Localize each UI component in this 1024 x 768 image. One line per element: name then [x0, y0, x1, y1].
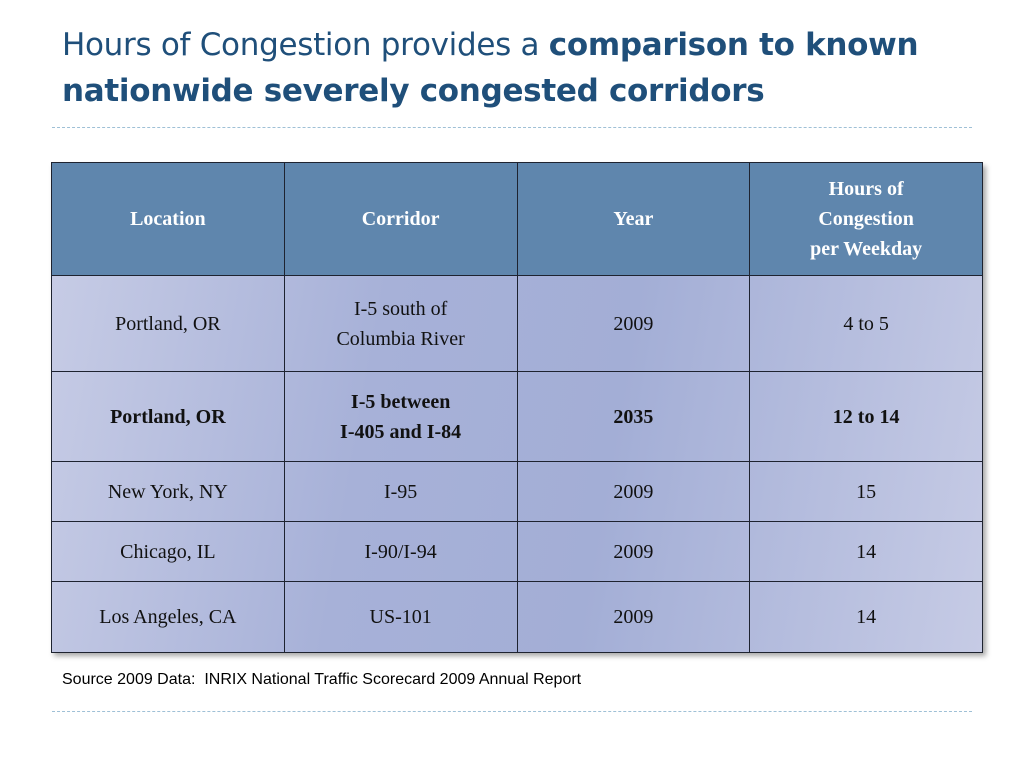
cell-location: Portland, OR: [51, 371, 285, 462]
slide-title: Hours of Congestion provides a compariso…: [62, 22, 982, 114]
table-row: Los Angeles, CA US-101 2009 14: [51, 581, 983, 653]
cell-year: 2035: [516, 371, 751, 462]
cell-hours: 15: [749, 461, 983, 522]
cell-location: Chicago, IL: [51, 521, 285, 582]
congestion-table: Location Corridor Year Hours of Congesti…: [51, 162, 983, 653]
table-row-highlighted: Portland, OR I-5 between I-405 and I-84 …: [51, 371, 983, 462]
header-year: Year: [516, 162, 751, 276]
cell-corridor-text: I-5 south of Columbia River: [336, 297, 465, 350]
slide-title-bold: comparison to known nationwide severely …: [62, 27, 919, 109]
cell-hours: 14: [749, 521, 983, 582]
cell-year-text: 2009: [613, 480, 654, 503]
header-year-label: Year: [613, 208, 654, 230]
cell-year-text: 2009: [613, 606, 654, 628]
cell-corridor: I-5 between I-405 and I-84: [283, 371, 518, 462]
slide-title-normal: Hours of Congestion provides a: [62, 27, 549, 63]
cell-year-text: 2009: [613, 312, 654, 335]
cell-hours-text: 4 to 5: [843, 312, 889, 335]
cell-year-text: 2035: [613, 405, 654, 428]
cell-corridor-text: I-95: [383, 480, 418, 503]
cell-corridor: I-5 south of Columbia River: [283, 275, 518, 372]
cell-location-text: Portland, OR: [110, 405, 226, 428]
header-hours-label: Hours of Congestion per Weekday: [810, 178, 923, 260]
header-corridor: Corridor: [283, 162, 518, 276]
cell-location-text: Chicago, IL: [120, 540, 216, 563]
header-corridor-label: Corridor: [361, 208, 440, 230]
cell-year: 2009: [516, 521, 751, 582]
cell-location-text: Los Angeles, CA: [99, 606, 237, 628]
cell-year: 2009: [516, 581, 751, 653]
table-row: New York, NY I-95 2009 15: [51, 461, 983, 522]
cell-location: New York, NY: [51, 461, 285, 522]
congestion-table-container: Location Corridor Year Hours of Congesti…: [51, 162, 983, 653]
header-hours: Hours of Congestion per Weekday: [749, 162, 983, 276]
cell-location: Los Angeles, CA: [51, 581, 285, 653]
cell-hours: 12 to 14: [749, 371, 983, 462]
cell-corridor-text: I-5 between I-405 and I-84: [340, 390, 462, 443]
top-divider: [52, 127, 972, 128]
cell-corridor: US-101: [283, 581, 518, 653]
bottom-divider: [52, 711, 972, 712]
cell-corridor-text: I-90/I-94: [364, 540, 437, 563]
cell-hours-text: 14: [856, 606, 877, 628]
cell-hours-text: 12 to 14: [832, 405, 900, 428]
header-location: Location: [51, 162, 285, 276]
cell-hours: 14: [749, 581, 983, 653]
cell-year-text: 2009: [613, 540, 654, 563]
cell-location: Portland, OR: [51, 275, 285, 372]
table-row: Portland, OR I-5 south of Columbia River…: [51, 275, 983, 372]
table-row: Chicago, IL I-90/I-94 2009 14: [51, 521, 983, 582]
cell-corridor: I-95: [283, 461, 518, 522]
cell-corridor-text: US-101: [369, 606, 432, 628]
cell-year: 2009: [516, 275, 751, 372]
cell-hours: 4 to 5: [749, 275, 983, 372]
header-location-label: Location: [130, 208, 206, 230]
table-header-row: Location Corridor Year Hours of Congesti…: [51, 162, 983, 276]
source-citation: Source 2009 Data: INRIX National Traffic…: [62, 671, 582, 688]
cell-location-text: Portland, OR: [115, 312, 221, 335]
cell-hours-text: 14: [856, 540, 877, 563]
cell-corridor: I-90/I-94: [283, 521, 518, 582]
cell-location-text: New York, NY: [107, 480, 228, 503]
cell-hours-text: 15: [856, 480, 877, 503]
cell-year: 2009: [516, 461, 751, 522]
